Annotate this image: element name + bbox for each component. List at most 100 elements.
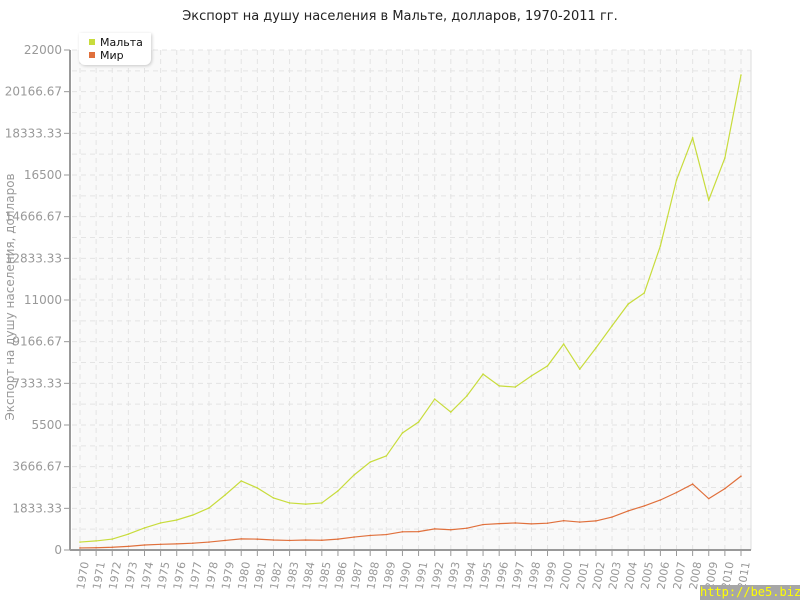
data-point bbox=[466, 395, 468, 397]
data-point bbox=[530, 523, 533, 525]
data-point bbox=[385, 455, 388, 457]
data-point bbox=[643, 505, 646, 507]
data-point bbox=[321, 502, 323, 504]
data-point bbox=[111, 538, 114, 540]
data-point bbox=[143, 527, 146, 529]
x-tick-label: 2000 bbox=[558, 561, 576, 591]
data-point bbox=[578, 521, 581, 523]
x-tick-label: 2008 bbox=[687, 561, 705, 591]
data-point bbox=[256, 538, 259, 540]
x-tick-label: 1993 bbox=[445, 561, 463, 591]
watermark-link[interactable]: http://be5.biz/ bbox=[700, 585, 800, 600]
x-tick-label: 2006 bbox=[655, 561, 673, 591]
y-tick-label: 1833.33 bbox=[12, 501, 62, 515]
x-tick-label: 2001 bbox=[574, 561, 592, 591]
data-point bbox=[401, 432, 404, 434]
data-point bbox=[675, 179, 678, 181]
x-tick-label: 1982 bbox=[268, 561, 286, 591]
data-point bbox=[611, 516, 613, 518]
data-point bbox=[466, 527, 468, 529]
data-point bbox=[707, 497, 710, 500]
x-tick-label: 1977 bbox=[187, 561, 205, 591]
data-point bbox=[659, 499, 662, 501]
x-tick-label: 1980 bbox=[235, 561, 253, 591]
y-tick-label: 9166.67 bbox=[12, 335, 62, 349]
legend-item-malta[interactable]: Мальта bbox=[89, 36, 143, 49]
data-point bbox=[304, 503, 307, 505]
y-tick-label: 0 bbox=[54, 543, 62, 557]
data-point bbox=[369, 461, 371, 463]
x-tick-label: 1992 bbox=[429, 561, 447, 591]
x-tick-label: 1998 bbox=[526, 561, 544, 591]
data-point bbox=[111, 546, 114, 549]
x-tick-label: 1994 bbox=[461, 561, 479, 591]
x-tick-label: 2011 bbox=[735, 561, 753, 591]
x-tick-label: 1985 bbox=[316, 561, 334, 591]
x-tick-label: 2007 bbox=[671, 561, 689, 591]
data-point bbox=[288, 502, 291, 504]
data-point bbox=[337, 490, 339, 492]
data-point bbox=[353, 474, 355, 476]
x-tick-label: 2010 bbox=[719, 561, 737, 591]
data-point bbox=[369, 534, 371, 537]
data-point bbox=[175, 543, 178, 545]
data-point bbox=[740, 74, 742, 76]
data-point bbox=[208, 507, 210, 509]
data-point bbox=[724, 487, 726, 490]
data-point bbox=[417, 530, 420, 533]
y-tick-label: 12833.33 bbox=[5, 251, 62, 265]
legend: Мальта Мир bbox=[79, 33, 151, 65]
data-point bbox=[514, 522, 517, 524]
data-point bbox=[643, 292, 646, 294]
data-point bbox=[450, 528, 452, 531]
data-point bbox=[498, 385, 500, 387]
x-tick-label: 1972 bbox=[106, 561, 124, 591]
x-tick-label: 1973 bbox=[123, 561, 141, 591]
data-point bbox=[627, 510, 629, 512]
x-tick-label: 1989 bbox=[380, 561, 398, 591]
data-point bbox=[401, 531, 404, 533]
data-point bbox=[79, 547, 81, 549]
data-point bbox=[691, 137, 694, 139]
x-tick-label: 1979 bbox=[219, 561, 237, 591]
legend-swatch-malta bbox=[89, 39, 95, 45]
data-point bbox=[272, 539, 275, 541]
data-point bbox=[240, 538, 243, 540]
data-point bbox=[433, 528, 436, 530]
x-tick-label: 1997 bbox=[509, 561, 527, 591]
data-point bbox=[514, 386, 517, 388]
data-point bbox=[562, 343, 565, 345]
x-tick-label: 1999 bbox=[542, 561, 560, 591]
x-tick-label: 1991 bbox=[413, 561, 431, 591]
data-point bbox=[450, 411, 452, 413]
series-line-world bbox=[79, 475, 742, 549]
data-point bbox=[724, 157, 726, 159]
x-tick-label: 1981 bbox=[251, 561, 269, 591]
data-point bbox=[627, 303, 629, 305]
y-tick-label: 14666.67 bbox=[5, 210, 62, 224]
x-tick-label: 1988 bbox=[364, 561, 382, 591]
legend-item-world[interactable]: Мир bbox=[89, 49, 124, 62]
x-tick-label: 1995 bbox=[477, 561, 495, 591]
x-tick-label: 1983 bbox=[284, 561, 302, 591]
x-tick-label: 1971 bbox=[90, 561, 108, 591]
data-point bbox=[159, 543, 162, 546]
y-tick-label: 20166.67 bbox=[5, 85, 62, 99]
y-tick-label: 16500 bbox=[24, 168, 62, 182]
x-tick-label: 1996 bbox=[493, 561, 511, 591]
x-tick-label: 2004 bbox=[622, 561, 640, 591]
data-point bbox=[159, 522, 162, 524]
x-tick-label: 1990 bbox=[397, 561, 415, 591]
y-tick-label: 18333.33 bbox=[5, 126, 62, 140]
x-tick-label: 1978 bbox=[203, 561, 221, 591]
data-point bbox=[740, 475, 742, 477]
data-point bbox=[175, 519, 178, 521]
data-point bbox=[127, 533, 130, 535]
x-tick-label: 1976 bbox=[171, 561, 189, 591]
data-point bbox=[385, 533, 388, 536]
data-point bbox=[143, 544, 146, 546]
x-tick-label: 1975 bbox=[155, 561, 173, 591]
legend-label-malta: Мальта bbox=[100, 36, 143, 49]
data-point bbox=[337, 538, 339, 540]
